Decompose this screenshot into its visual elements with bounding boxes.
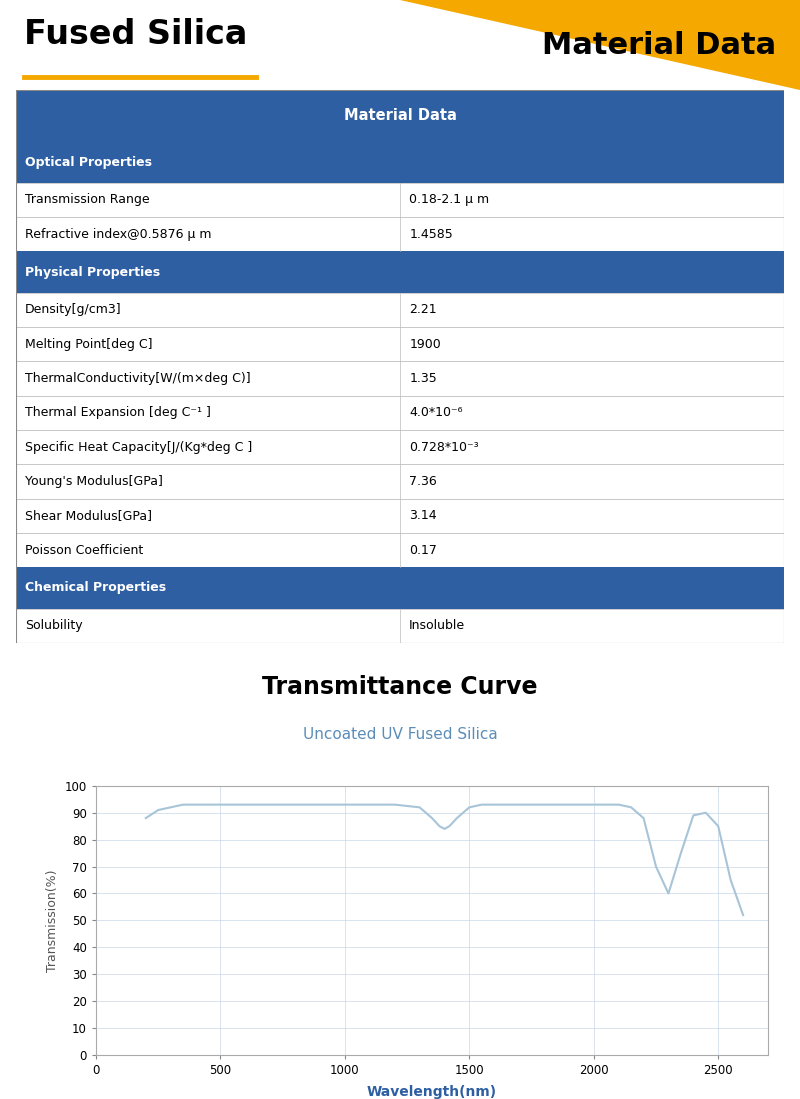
Text: Thermal Expansion [deg C⁻¹ ]: Thermal Expansion [deg C⁻¹ ] [26, 407, 211, 420]
Bar [16, 465, 784, 499]
Bar [16, 182, 784, 218]
Text: Transmission Range: Transmission Range [26, 193, 150, 207]
Bar [16, 328, 784, 362]
Text: Young's Modulus[GPa]: Young's Modulus[GPa] [26, 475, 163, 488]
Bar [16, 218, 784, 252]
Text: 2.21: 2.21 [410, 303, 437, 317]
Text: 1900: 1900 [410, 337, 441, 351]
Text: Material Data: Material Data [343, 109, 457, 123]
Bar [16, 90, 784, 142]
Text: 0.18-2.1 μ m: 0.18-2.1 μ m [410, 193, 490, 207]
Text: 0.17: 0.17 [410, 544, 437, 557]
Bar [16, 609, 784, 643]
Bar [16, 142, 784, 182]
Text: Uncoated UV Fused Silica: Uncoated UV Fused Silica [302, 726, 498, 742]
Text: Insoluble: Insoluble [410, 619, 466, 632]
Bar [16, 252, 784, 292]
Bar [16, 499, 784, 533]
Text: ThermalConductivity[W/(m×deg C)]: ThermalConductivity[W/(m×deg C)] [26, 371, 251, 385]
Text: Refractive index@0.5876 μ m: Refractive index@0.5876 μ m [26, 227, 212, 241]
Text: Chemical Properties: Chemical Properties [26, 581, 166, 595]
Bar [16, 396, 784, 430]
Text: 1.4585: 1.4585 [410, 227, 453, 241]
Y-axis label: Transmission(%): Transmission(%) [46, 869, 59, 972]
Text: 1.35: 1.35 [410, 371, 437, 385]
Text: Melting Point[deg C]: Melting Point[deg C] [26, 337, 153, 351]
Bar [16, 430, 784, 465]
Text: Material Data: Material Data [542, 31, 776, 59]
Text: Shear Modulus[GPa]: Shear Modulus[GPa] [26, 509, 152, 522]
Text: 4.0*10⁻⁶: 4.0*10⁻⁶ [410, 407, 462, 420]
Bar [16, 292, 784, 328]
X-axis label: Wavelength(nm): Wavelength(nm) [367, 1086, 497, 1099]
Bar [16, 567, 784, 609]
Text: Transmittance Curve: Transmittance Curve [262, 675, 538, 699]
Text: 0.728*10⁻³: 0.728*10⁻³ [410, 441, 479, 454]
Text: Poisson Coefficient: Poisson Coefficient [26, 544, 143, 557]
Bar [16, 533, 784, 567]
Text: 3.14: 3.14 [410, 509, 437, 522]
Text: Physical Properties: Physical Properties [26, 266, 160, 278]
Text: Optical Properties: Optical Properties [26, 156, 152, 168]
Text: Solubility: Solubility [26, 619, 83, 632]
Text: Density[g/cm3]: Density[g/cm3] [26, 303, 122, 317]
Bar [16, 362, 784, 396]
Polygon shape [400, 0, 800, 90]
Text: 7.36: 7.36 [410, 475, 437, 488]
Text: Fused Silica: Fused Silica [24, 18, 247, 51]
Text: Specific Heat Capacity[J/(Kg*deg C ]: Specific Heat Capacity[J/(Kg*deg C ] [26, 441, 253, 454]
